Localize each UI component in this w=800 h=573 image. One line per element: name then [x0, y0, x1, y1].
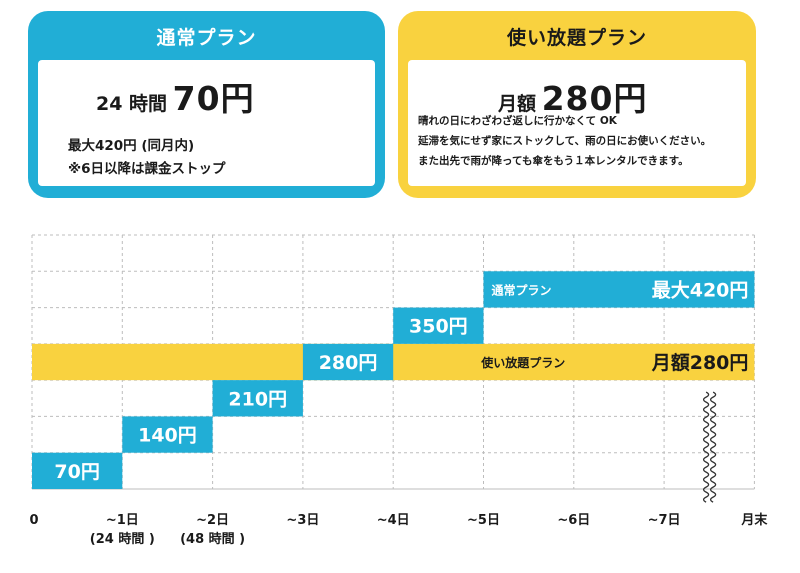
unlimited-plan-card: 使い放題プラン 月額 280円 晴れの日にわざわざ返しに行かなくて OK 延滞を…	[398, 11, 756, 198]
x-axis-subtick-label: (48 時間 )	[180, 531, 245, 547]
standard-plan-series-name: 通常プラン	[492, 282, 552, 297]
unlimited-plan-price-prefix: 月額	[498, 93, 537, 115]
unlimited-plan-series-name: 使い放題プラン	[480, 355, 565, 370]
unlimited-plan-note: 延滞を気にせず家にストックして、雨の日にお使いください。	[418, 135, 712, 147]
standard-plan-title: 通常プラン	[156, 27, 257, 49]
x-axis-tick-label: ~7日	[648, 513, 681, 528]
standard-plan-step	[212, 380, 303, 417]
x-axis-tick-label: 0	[29, 513, 38, 528]
unlimited-plan-price-value: 280円	[541, 79, 648, 118]
standard-plan-step-label: 70円	[54, 461, 99, 483]
unlimited-plan-note: 晴れの日にわざわざ返しに行かなくて OK	[418, 115, 617, 127]
standard-plan-step-label: 350円	[409, 316, 468, 338]
unlimited-plan-notes: 晴れの日にわざわざ返しに行かなくて OK 延滞を気にせず家にストックして、雨の日…	[418, 111, 711, 171]
x-axis-tick-label: ~2日	[196, 513, 229, 528]
standard-plan-price: 24 時間 70円	[96, 72, 255, 120]
standard-plan-note: 最大420円 (同月内)	[68, 138, 195, 154]
standard-plan-step	[302, 343, 394, 381]
standard-plan-notes: 最大420円 (同月内) ※6日以降は課金ストップ	[68, 135, 226, 181]
unlimited-plan-bar-label: 月額280円	[651, 351, 749, 374]
x-axis-tick-label: ~5日	[467, 513, 500, 528]
unlimited-plan-body: 月額 280円 晴れの日にわざわざ返しに行かなくて OK 延滞を気にせず家にスト…	[408, 60, 746, 186]
standard-plan-note: ※6日以降は課金ストップ	[68, 161, 226, 177]
standard-plan-step-label: 280円	[319, 352, 378, 374]
unlimited-plan-price: 月額 280円	[498, 72, 647, 120]
standard-plan-price-prefix: 24 時間	[96, 93, 168, 115]
x-axis-tick-label: ~6日	[557, 513, 590, 528]
standard-plan-step	[393, 307, 484, 344]
x-axis-tick-label: ~4日	[377, 513, 410, 528]
axis-break-mark	[709, 391, 717, 503]
axis-break-mark	[702, 391, 710, 503]
standard-plan-step-label: 最大420円	[652, 278, 749, 301]
x-axis-tick-label: ~1日	[106, 513, 139, 528]
standard-plan-card: 通常プラン 24 時間 70円 最大420円 (同月内) ※6日以降は課金ストッ…	[28, 11, 385, 198]
unlimited-plan-title: 使い放題プラン	[506, 27, 647, 49]
standard-plan-step	[122, 416, 213, 453]
standard-plan-body: 24 時間 70円 最大420円 (同月内) ※6日以降は課金ストップ	[38, 60, 375, 186]
x-axis-tick-label: 月末	[740, 512, 768, 528]
standard-plan-step	[32, 452, 123, 489]
standard-plan-step-label: 140円	[138, 425, 197, 447]
standard-plan-price-value: 70円	[172, 79, 255, 118]
unlimited-plan-note: また出先で雨が降っても傘をもう１本レンタルできます。	[418, 155, 689, 167]
x-axis-subtick-label: (24 時間 )	[90, 531, 155, 547]
standard-plan-step-label: 210円	[228, 388, 287, 410]
x-axis-tick-label: ~3日	[286, 513, 319, 528]
standard-plan-step	[483, 271, 755, 308]
